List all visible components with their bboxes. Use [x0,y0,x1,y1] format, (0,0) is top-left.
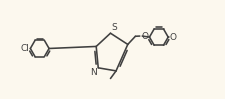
Text: S: S [112,23,117,32]
Text: O: O [141,32,148,41]
Text: O: O [169,33,176,42]
Text: Cl: Cl [21,44,30,53]
Text: N: N [90,68,97,77]
